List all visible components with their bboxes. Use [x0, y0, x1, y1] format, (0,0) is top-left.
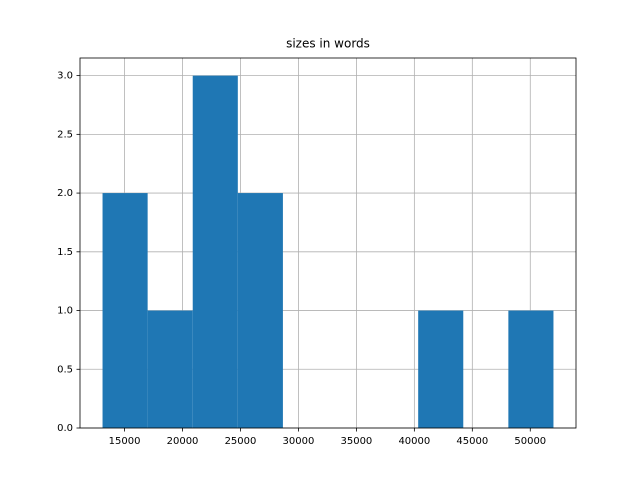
bar	[102, 193, 148, 428]
y-tick-label: 3.0	[57, 71, 73, 82]
y-tick-label: 1.5	[57, 247, 73, 258]
bar	[237, 193, 283, 428]
y-tick-label: 0.5	[57, 364, 73, 375]
bars-layer	[102, 75, 554, 428]
y-tick-label: 2.5	[57, 129, 73, 140]
x-tick-label: 30000	[283, 436, 315, 447]
x-tick-label: 40000	[398, 436, 430, 447]
bar	[192, 75, 238, 428]
y-tick-label: 1.0	[57, 306, 73, 317]
bar	[147, 310, 193, 428]
chart-title: sizes in words	[286, 37, 370, 51]
x-tick-label: 50000	[514, 436, 546, 447]
x-tick-label: 15000	[109, 436, 141, 447]
bar	[418, 310, 464, 428]
y-tick-label: 2.0	[57, 188, 73, 199]
axes-frame	[79, 57, 577, 429]
y-tick-label: 0.0	[57, 423, 73, 434]
x-tick-label: 45000	[456, 436, 488, 447]
x-tick-label: 20000	[167, 436, 199, 447]
bar	[508, 310, 554, 428]
x-tick-label: 35000	[340, 436, 372, 447]
x-tick-label: 25000	[225, 436, 257, 447]
